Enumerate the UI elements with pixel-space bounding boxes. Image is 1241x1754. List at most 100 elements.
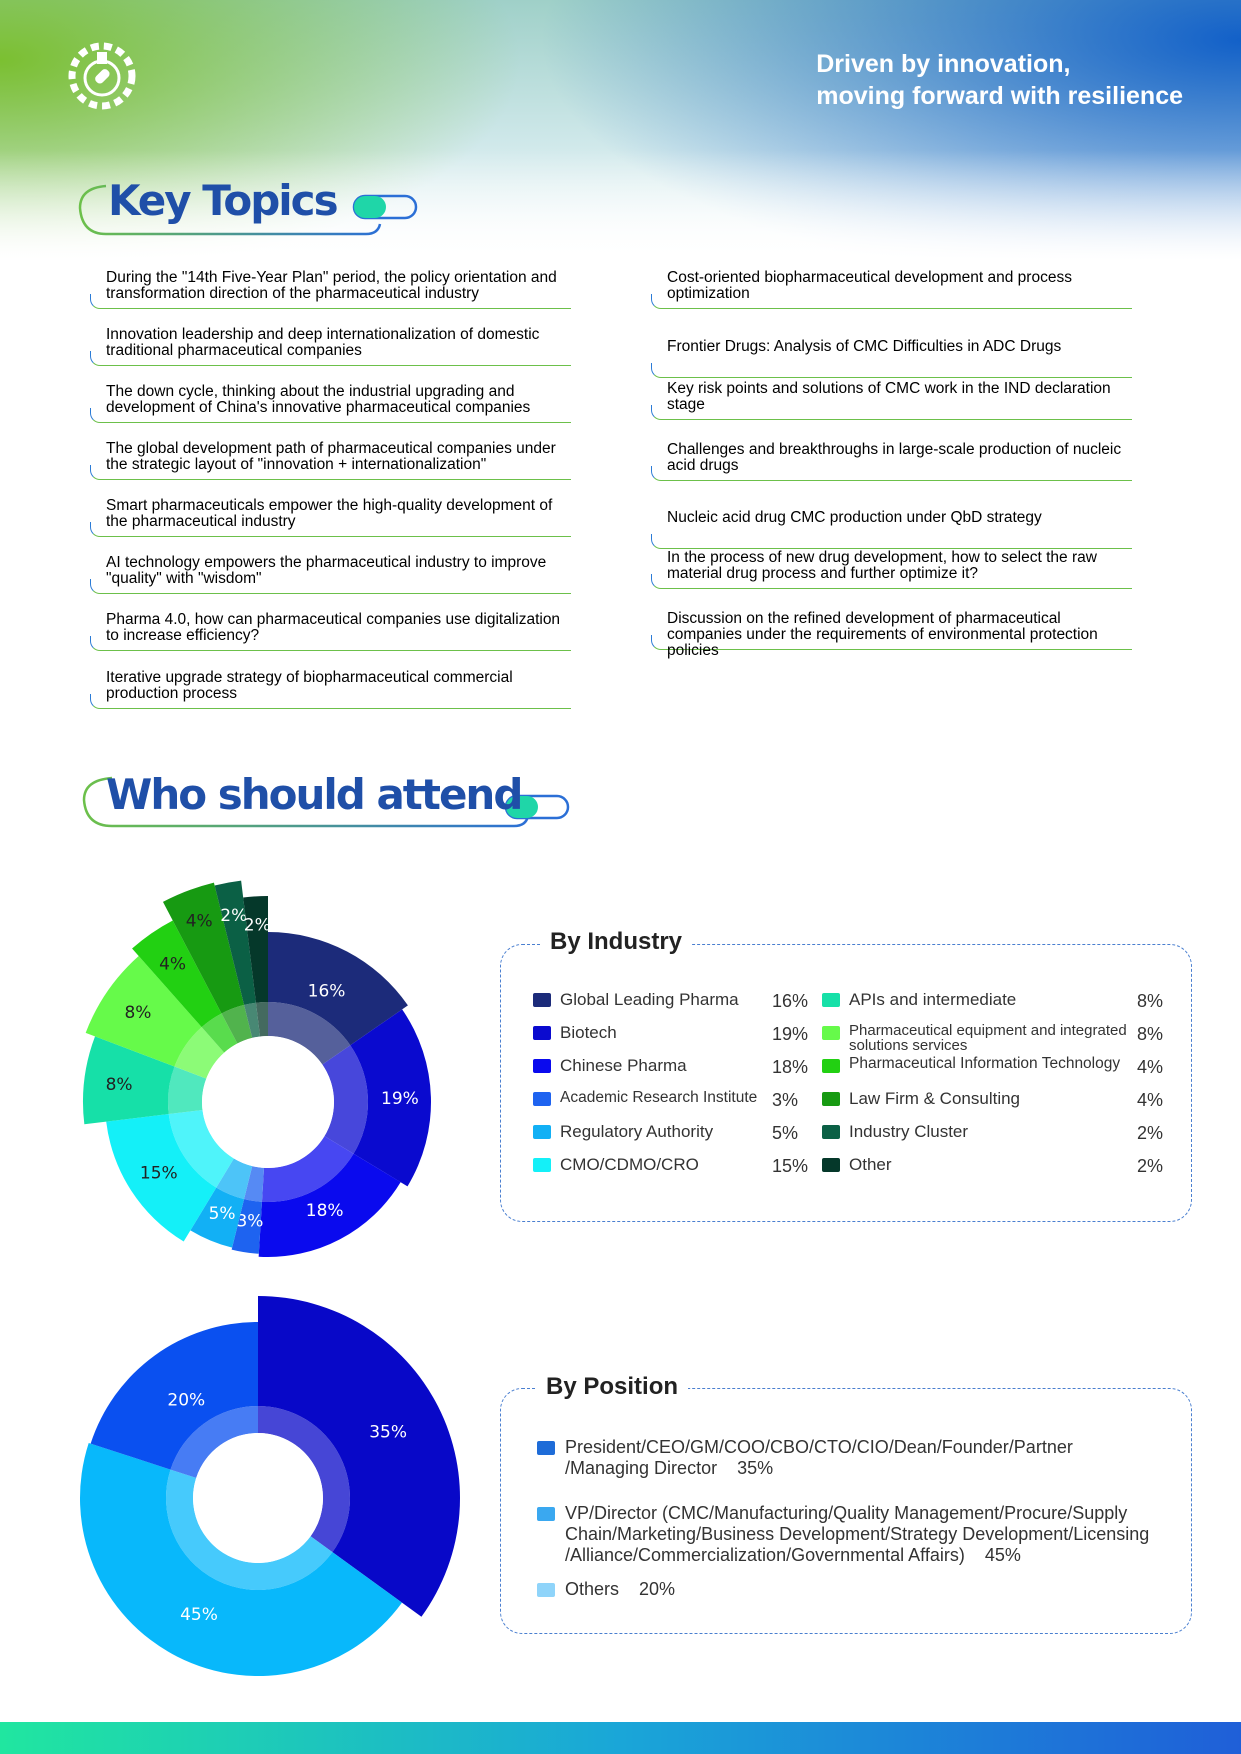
- legend-percent: 3%: [772, 1090, 799, 1110]
- slice-inner-3: [244, 1166, 265, 1202]
- legend-percent: 4%: [1137, 1057, 1164, 1077]
- legend-label: Other: [849, 1155, 892, 1174]
- legend-swatch: [533, 1026, 551, 1040]
- position-legend-percent: 45%: [984, 1545, 1021, 1565]
- legend-swatch: [533, 1059, 551, 1073]
- slice-5: [106, 1114, 217, 1242]
- slice-inner-2: [170, 1406, 258, 1478]
- topic-item: Nucleic acid drug CMC production under Q…: [667, 509, 1042, 526]
- industry-legend-item: APIs and intermediate: [822, 990, 1134, 1010]
- topic-underline: [651, 294, 1132, 309]
- topic-item: AI technology empowers the pharmaceutica…: [106, 554, 547, 587]
- legend-percent: 18%: [772, 1057, 809, 1077]
- key-topics-title: Key Topics: [108, 176, 339, 225]
- topic-item: Discussion on the refined development of…: [667, 610, 1098, 659]
- position-legend-swatch: [537, 1507, 555, 1521]
- position-legend-title: By Position: [536, 1373, 689, 1401]
- topic-underline: [651, 574, 1132, 589]
- topic-underline: [651, 635, 1132, 650]
- slice-11: [243, 896, 268, 1003]
- position-legend-label: President/CEO/GM/COO/CBO/CTO/CIO/Dean/Fo…: [565, 1437, 1073, 1478]
- topic-underline: [90, 636, 571, 651]
- position-legend-label: VP/Director (CMC/Manufacturing/Quality M…: [565, 1503, 1150, 1565]
- position-donut-chart: 35% 45% 20%: [80, 1296, 460, 1676]
- topic-item: Smart pharmaceuticals empower the high-q…: [106, 497, 553, 530]
- legend-swatch: [533, 1125, 551, 1139]
- donut-hole: [193, 1433, 323, 1563]
- legend-label: CMO/CDMO/CRO: [560, 1155, 699, 1174]
- slice-7: [85, 956, 202, 1067]
- industry-legend-item: Pharmaceutical Information Technology: [822, 1056, 1134, 1073]
- position-legend-label: Others: [565, 1579, 620, 1599]
- industry-donut-chart: 16% 19% 18% 3%5% 15% 8% 8% 4% 4% 2%2%: [83, 880, 431, 1257]
- who-should-attend-title: Who should attend: [106, 770, 523, 819]
- topic-underline: [90, 522, 571, 537]
- topic-underline: [90, 694, 571, 709]
- footer-gradient-bar: [0, 1722, 1241, 1754]
- position-legend-percent: 20%: [639, 1579, 676, 1599]
- legend-label: Pharmaceutical equipment and integrated …: [849, 1022, 1127, 1054]
- topic-item: In the process of new drug development, …: [667, 549, 1097, 582]
- slice-label-8: 4%: [159, 955, 186, 975]
- legend-label: Chinese Pharma: [560, 1056, 687, 1075]
- industry-legend-item: Industry Cluster: [822, 1122, 1134, 1142]
- legend-percent: 8%: [1137, 1024, 1164, 1044]
- legend-label: APIs and intermediate: [849, 990, 1017, 1009]
- legend-swatch: [533, 993, 551, 1007]
- hero-fade: [0, 150, 1241, 260]
- slice-4: [190, 1187, 245, 1248]
- legend-label: Academic Research Institute: [560, 1089, 758, 1106]
- legend-swatch: [533, 1158, 551, 1172]
- topic-item: During the "14th Five-Year Plan" period,…: [106, 269, 557, 302]
- slice-inner-5: [168, 1109, 234, 1188]
- who-should-attend-title-frame: [82, 776, 570, 828]
- legend-swatch: [822, 1092, 840, 1106]
- topic-item: Innovation leadership and deep internati…: [106, 326, 540, 359]
- slice-1: [350, 1009, 431, 1187]
- slice-label-7: 8%: [124, 1003, 151, 1023]
- slice-10: [214, 880, 256, 1005]
- topic-underline: [90, 465, 571, 480]
- slice-9: [162, 882, 245, 1014]
- slice-label-9: 4%: [186, 912, 213, 932]
- topic-underline: [90, 408, 571, 423]
- legend-percent: 5%: [772, 1123, 799, 1143]
- position-legend-item: VP/Director (CMC/Manufacturing/Quality M…: [565, 1503, 1175, 1566]
- slice-label-0: 35%: [369, 1423, 407, 1443]
- slice-inner-8: [201, 1013, 238, 1053]
- legend-swatch: [822, 1026, 840, 1040]
- topic-underline: [90, 579, 571, 594]
- slice-0: [268, 932, 408, 1046]
- slice-label-6: 8%: [106, 1075, 133, 1095]
- legend-percent: 4%: [1137, 1090, 1164, 1110]
- position-legend-swatch: [537, 1583, 555, 1597]
- slice-3: [231, 1199, 262, 1254]
- slice-label-1: 19%: [381, 1089, 419, 1109]
- topic-underline: [651, 405, 1132, 420]
- slice-label-0: 16%: [308, 981, 346, 1001]
- industry-legend-item: Law Firm & Consulting: [822, 1089, 1134, 1109]
- industry-legend-item: CMO/CDMO/CRO: [533, 1155, 765, 1175]
- legend-swatch: [533, 1092, 551, 1106]
- slice-inner-11: [255, 1002, 268, 1037]
- legend-swatch: [822, 1125, 840, 1139]
- tagline: Driven by innovation, moving forward wit…: [816, 48, 1183, 112]
- legend-swatch: [822, 1059, 840, 1073]
- topic-item: Cost-oriented biopharmaceutical developm…: [667, 269, 1072, 302]
- industry-legend-item: Chinese Pharma: [533, 1056, 765, 1076]
- legend-label: Industry Cluster: [849, 1122, 969, 1141]
- industry-legend-item: Regulatory Authority: [533, 1122, 765, 1142]
- slice-2: [258, 1153, 401, 1257]
- industry-legend-title: By Industry: [540, 928, 693, 956]
- industry-legend-item: Biotech: [533, 1023, 765, 1043]
- topic-underline: [651, 363, 1132, 378]
- slice-inner-1: [166, 1469, 333, 1590]
- topic-item: The global development path of pharmaceu…: [106, 440, 556, 473]
- legend-label: Law Firm & Consulting: [849, 1089, 1021, 1108]
- topic-underline: [651, 534, 1132, 549]
- topic-underline: [90, 294, 571, 309]
- topic-item: Frontier Drugs: Analysis of CMC Difficul…: [667, 338, 1062, 355]
- slice-2: [90, 1322, 259, 1470]
- position-legend-box: [500, 1388, 1192, 1634]
- industry-legend-item: Global Leading Pharma: [533, 990, 765, 1010]
